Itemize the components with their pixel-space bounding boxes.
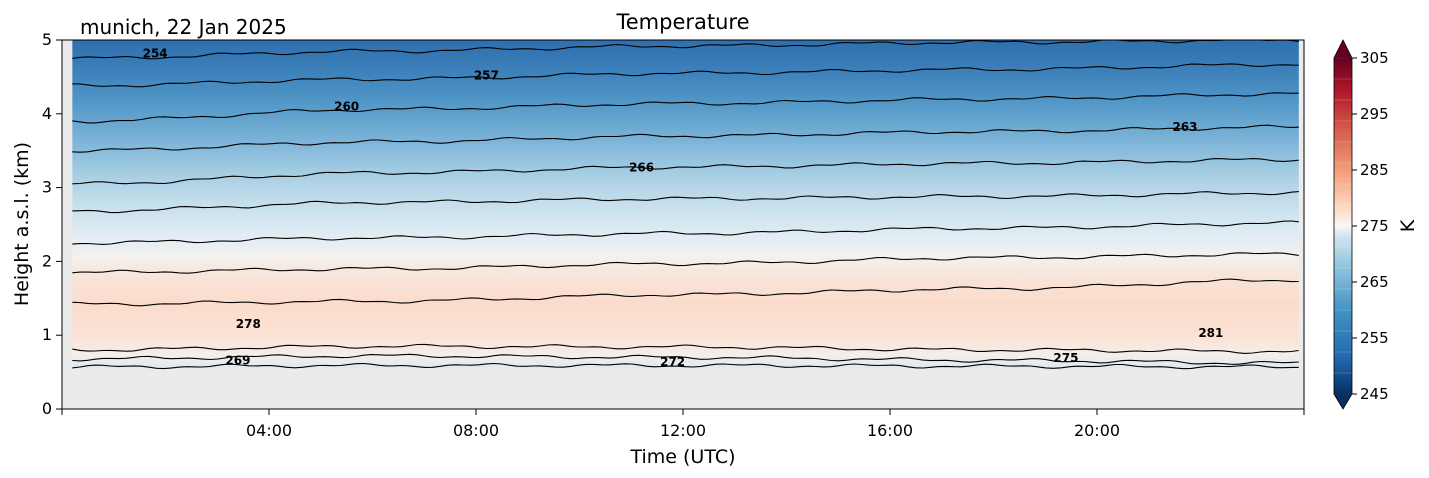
colorbar-ticks: 245 255 265 275 285 295 305 bbox=[1334, 49, 1389, 403]
isotherm-line bbox=[72, 278, 1299, 307]
isotherm-line bbox=[72, 220, 1299, 245]
y-tick-label: 3 bbox=[42, 178, 52, 197]
isotherm-lines bbox=[72, 40, 1299, 370]
y-tick-label: 5 bbox=[42, 30, 52, 49]
colorbar-tick-label: 275 bbox=[1360, 217, 1389, 235]
colorbar-label: K bbox=[1397, 219, 1419, 232]
x-tick-label: 04:00 bbox=[246, 421, 292, 440]
x-tick-label: 20:00 bbox=[1074, 421, 1120, 440]
x-axis-ticks: 04:00 08:00 12:00 16:00 20:00 bbox=[61, 409, 1305, 440]
isotherm-line bbox=[72, 343, 1299, 354]
isotherm-line bbox=[72, 191, 1299, 214]
contour-label: 275 bbox=[1053, 351, 1078, 365]
contour-label: 257 bbox=[474, 68, 499, 82]
isotherm-line bbox=[72, 353, 1299, 365]
chart-title: Temperature bbox=[615, 10, 749, 34]
isotherm-line bbox=[72, 92, 1299, 124]
x-tick-label: 16:00 bbox=[867, 421, 913, 440]
x-axis-label: Time (UTC) bbox=[629, 446, 735, 468]
contour-label: 278 bbox=[236, 317, 261, 331]
isotherm-line bbox=[72, 252, 1299, 274]
contour-labels: 254 257 260 263 266 278 269 272 275 281 bbox=[143, 46, 1224, 368]
colorbar-tick-label: 305 bbox=[1360, 49, 1389, 67]
y-tick-label: 1 bbox=[42, 325, 52, 344]
isotherm-line bbox=[72, 63, 1299, 88]
colorbar-tick-label: 255 bbox=[1360, 329, 1389, 347]
chart-subtitle: munich, 22 Jan 2025 bbox=[80, 15, 287, 39]
isotherm-line bbox=[72, 362, 1299, 370]
contour-label: 281 bbox=[1198, 326, 1223, 340]
contour-label: 266 bbox=[629, 161, 654, 175]
plot-area: 254 257 260 263 266 278 269 272 275 281 bbox=[61, 39, 1305, 410]
y-tick-label: 0 bbox=[42, 399, 52, 418]
contour-label: 263 bbox=[1172, 120, 1197, 134]
y-tick-label: 4 bbox=[42, 104, 52, 123]
colorbar-tick-label: 245 bbox=[1360, 385, 1389, 403]
colorbar-tick-label: 285 bbox=[1360, 161, 1389, 179]
colorbar-tick-label: 295 bbox=[1360, 105, 1389, 123]
y-axis-ticks: 0 1 2 3 4 5 bbox=[42, 30, 62, 418]
colorbar-extend-max bbox=[1333, 39, 1353, 59]
colorbar-tick-label: 265 bbox=[1360, 273, 1389, 291]
colorbar: 245 255 265 275 285 295 305 K bbox=[1333, 39, 1419, 410]
y-tick-label: 2 bbox=[42, 251, 52, 270]
contour-label: 254 bbox=[143, 46, 168, 60]
contour-label: 260 bbox=[334, 99, 359, 113]
x-tick-label: 12:00 bbox=[660, 421, 706, 440]
contour-label: 272 bbox=[660, 355, 685, 369]
isotherm-line bbox=[72, 124, 1299, 153]
isotherm-line bbox=[72, 40, 1299, 60]
isotherm-line bbox=[72, 158, 1299, 185]
colorbar-extend-min bbox=[1333, 393, 1353, 410]
x-tick-label: 08:00 bbox=[453, 421, 499, 440]
contour-label: 269 bbox=[225, 353, 250, 367]
y-axis-label: Height a.s.l. (km) bbox=[11, 142, 33, 306]
